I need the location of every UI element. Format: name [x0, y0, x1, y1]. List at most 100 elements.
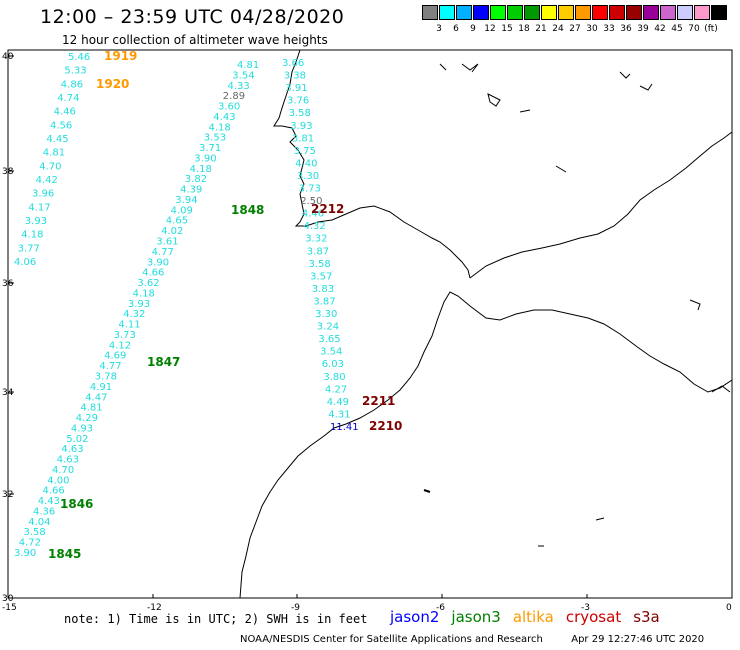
- color-scale-label: 70: [688, 24, 700, 34]
- wave-height-label: 4.40: [295, 158, 317, 169]
- page-title: 12:00 – 23:59 UTC 04/28/2020: [40, 6, 345, 28]
- wave-height-label: 4.86: [61, 79, 83, 90]
- lon-tick-label: -15: [2, 603, 17, 613]
- pass-number-1847: 1847: [147, 355, 180, 369]
- wave-height-label: 3.83: [312, 284, 334, 295]
- satellite-legend: jason2 jason3 altika cryosat s3a: [390, 608, 672, 626]
- wave-height-label: 3.65: [318, 334, 340, 345]
- color-scale-cell: [524, 5, 540, 20]
- color-scale-cell: [694, 5, 710, 20]
- wave-height-label: 4.17: [28, 202, 50, 213]
- note-text: note: 1) Time is in UTC; 2) SWH is in fe…: [64, 612, 368, 626]
- wave-height-label: 3.61: [156, 237, 178, 248]
- wave-height-label: 3.30: [315, 309, 337, 320]
- lat-tick-label: 40: [2, 52, 14, 62]
- credit-line: NOAA/NESDIS Center for Satellite Applica…: [240, 634, 704, 645]
- wave-height-label: 4.47: [85, 392, 107, 403]
- wave-height-label: 3.90: [194, 153, 216, 164]
- wave-height-label: 4.81: [80, 403, 102, 414]
- island-4: [519, 109, 531, 113]
- pass-number-1919: 1919: [104, 49, 137, 63]
- wave-height-label: 4.12: [109, 340, 131, 351]
- wave-height-label: 3.81: [292, 133, 314, 144]
- coastline-spain-south: [469, 131, 733, 279]
- wave-height-label: 3.54: [232, 70, 254, 81]
- wave-height-label: 4.74: [57, 93, 79, 104]
- wave-height-label: 5.02: [66, 434, 88, 445]
- color-scale-label: 42: [654, 24, 666, 34]
- island-12: [439, 63, 447, 71]
- credit-agency: NOAA/NESDIS Center for Satellite Applica…: [240, 634, 543, 645]
- color-scale-label: 30: [586, 24, 598, 34]
- color-scale-cell: [711, 5, 727, 20]
- wave-height-label: 3.78: [95, 372, 117, 383]
- coastline-morocco: [239, 291, 733, 599]
- pass-labels: 1919 1920 1848 1847 1846 1845 2212 2211 2210: [48, 49, 402, 561]
- lon-tick-label: 0: [726, 603, 732, 613]
- wave-height-label: 3.73: [299, 184, 321, 195]
- wave-height-label: 3.94: [175, 195, 197, 206]
- wave-height-label: 3.90: [14, 548, 36, 559]
- track-west: 5.46 5.33 4.86 4.74 4.46 4.56 4.45 4.81 4.70 4.42…: [14, 52, 90, 268]
- wave-height-label: 3.38: [284, 71, 306, 82]
- wave-height-label: 4.72: [19, 538, 41, 549]
- lon-tick-label: -12: [147, 603, 162, 613]
- wave-height-label: 3.58: [309, 259, 331, 270]
- color-scale-cell: [422, 5, 438, 20]
- wave-height-label: 3.87: [313, 297, 335, 308]
- color-scale-label: 15: [501, 24, 513, 34]
- wave-height-label: 3.82: [185, 174, 207, 185]
- wave-height-label: 4.32: [123, 309, 145, 320]
- subtitle: 12 hour collection of altimeter wave hei…: [62, 33, 328, 47]
- axis-ticks: -15 -12 -9 -6 -3 0 40 38 36 34 32 30: [2, 52, 733, 613]
- wave-height-label: 4.39: [180, 185, 202, 196]
- wave-height-label: 4.00: [47, 475, 69, 486]
- wave-height-label: 3.62: [137, 278, 159, 289]
- color-scale-label: 21: [535, 24, 547, 34]
- wave-height-label: 4.45: [46, 134, 68, 145]
- pass-number-1846: 1846: [60, 497, 93, 511]
- wave-height-label: 5.33: [64, 66, 86, 77]
- color-scale-cell: [677, 5, 693, 20]
- color-scale-cell: [575, 5, 591, 20]
- wave-height-label: 3.53: [204, 133, 226, 144]
- wave-height-label: 4.46: [302, 209, 324, 220]
- wave-height-label: 4.06: [14, 257, 36, 268]
- color-scale-cell: [626, 5, 642, 20]
- color-scale-label: 45: [671, 24, 683, 34]
- island-11: [555, 165, 567, 173]
- wave-height-label: 2.89: [223, 91, 245, 102]
- wave-height-label: 3.24: [317, 322, 339, 333]
- color-scale-cell: [592, 5, 608, 20]
- wave-height-label: 4.27: [325, 384, 347, 395]
- wave-height-label: 4.11: [118, 320, 140, 331]
- wave-height-label: 3.77: [18, 243, 40, 254]
- lat-tick-label: 34: [2, 388, 14, 398]
- lat-tick-label: 36: [2, 279, 14, 289]
- wave-height-label: 4.91: [90, 382, 112, 393]
- wave-height-label: 3.76: [287, 96, 309, 107]
- wave-height-label: 3.57: [310, 271, 332, 282]
- wave-height-label: 4.93: [71, 423, 93, 434]
- wave-height-label: 4.29: [76, 413, 98, 424]
- color-scale-cell: [541, 5, 557, 20]
- wave-height-label: 3.93: [290, 121, 312, 132]
- wave-height-label: 4.63: [61, 444, 83, 455]
- wave-height-label: 4.63: [57, 455, 79, 466]
- wave-height-label: 4.31: [328, 409, 350, 420]
- color-scale-cell: [507, 5, 523, 20]
- wave-height-label: 11.41: [330, 422, 359, 433]
- island-1: [619, 71, 631, 79]
- color-scale-label: 24: [552, 24, 564, 34]
- wave-height-label: 3.60: [218, 102, 240, 113]
- wave-height-label: 3.87: [307, 246, 329, 257]
- lon-tick-label: -6: [436, 603, 445, 613]
- wave-height-label: 4.18: [209, 122, 231, 133]
- legend-jason2: jason2: [390, 608, 440, 626]
- color-scale-cell: [473, 5, 489, 20]
- wave-height-label: 4.77: [99, 361, 121, 372]
- legend-jason3: jason3: [451, 608, 501, 626]
- island-10: [461, 63, 479, 73]
- wave-height-label: 3.32: [305, 234, 327, 245]
